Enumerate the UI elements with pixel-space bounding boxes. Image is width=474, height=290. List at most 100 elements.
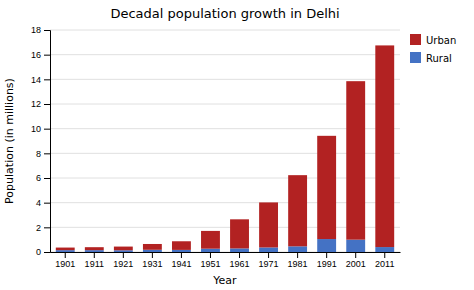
x-tick-mark: [384, 252, 385, 258]
x-tick: 2001: [346, 252, 366, 269]
x-tick: 1981: [288, 252, 308, 269]
y-tick-mark: [44, 252, 50, 253]
y-tick-label: 2: [36, 223, 41, 233]
x-tick-mark: [326, 252, 327, 258]
x-tick-mark: [268, 252, 269, 258]
bar: [346, 81, 365, 239]
legend-item: Rural: [410, 52, 452, 64]
legend-swatch: [410, 52, 421, 63]
x-tick-mark: [239, 252, 240, 258]
bar: [56, 248, 75, 251]
y-tick-mark: [44, 227, 50, 228]
y-tick-mark: [44, 153, 50, 154]
legend-swatch: [410, 34, 421, 45]
bar: [85, 247, 104, 250]
bar: [143, 244, 162, 250]
x-tick-label: 1941: [171, 259, 191, 269]
x-tick-label: 1901: [55, 259, 75, 269]
grid-line: [50, 79, 400, 80]
x-tick-label: 2011: [375, 259, 394, 269]
y-axis-title: Population (in millions): [3, 78, 16, 204]
bar: [375, 45, 394, 247]
bar: [375, 247, 394, 252]
y-tick-mark: [44, 178, 50, 179]
legend-label: Urban: [426, 35, 456, 46]
bar: [172, 241, 191, 250]
y-tick-mark: [44, 30, 50, 31]
y-tick-mark: [44, 104, 50, 105]
y-tick-label: 12: [31, 99, 41, 109]
bar: [230, 248, 249, 252]
x-tick-label: 1991: [317, 259, 337, 269]
series: [56, 45, 394, 250]
x-tick-label: 1971: [259, 259, 279, 269]
title: Decadal population growth in Delhi: [110, 6, 339, 21]
y-tick-label: 0: [36, 247, 41, 257]
bar: [259, 247, 278, 252]
x-tick: 1961: [230, 252, 250, 269]
grid-line: [50, 30, 400, 31]
grid-line: [50, 54, 400, 55]
x-tick-mark: [123, 252, 124, 258]
y-tick-label: 16: [31, 50, 41, 60]
x-tick: 1901: [55, 252, 75, 269]
y-tick: 12: [31, 99, 50, 109]
x-tick: 1931: [142, 252, 162, 269]
y-tick: 0: [36, 247, 50, 257]
x-tick-mark: [181, 252, 182, 258]
x-tick-label: 1911: [85, 259, 104, 269]
y-tick: 14: [31, 75, 50, 85]
y-tick: 2: [36, 223, 50, 233]
x-tick: 1921: [113, 252, 133, 269]
y-tick: 8: [36, 149, 50, 159]
y-tick-mark: [44, 129, 50, 130]
y-tick-label: 6: [36, 173, 41, 183]
x-tick: 1941: [171, 252, 191, 269]
y-tick-label: 10: [31, 124, 41, 134]
x-tick: 1991: [317, 252, 337, 269]
bar: [288, 175, 307, 246]
bar: [201, 249, 220, 252]
bar: [114, 247, 133, 251]
bar: [114, 250, 133, 252]
y-tick-label: 8: [36, 149, 41, 159]
plot: 1901 1911 1921 1931 1941 1951 1961 1971 1981 1991…: [31, 25, 401, 269]
bar: [143, 250, 162, 252]
y-tick: 10: [31, 124, 50, 134]
x-tick-label: 1921: [113, 259, 133, 269]
y-tick-mark: [44, 79, 50, 80]
x-tick-mark: [297, 252, 298, 258]
x-tick-label: 1961: [230, 259, 250, 269]
bar: [317, 239, 336, 252]
y-tick-mark: [44, 203, 50, 204]
x-axis: 1901 1911 1921 1931 1941 1951 1961 1971 1981 1991…: [51, 252, 401, 269]
bar: [230, 219, 249, 248]
x-tick-label: 1951: [200, 259, 220, 269]
bar: [288, 246, 307, 252]
bar: [346, 240, 365, 252]
y-tick: 6: [36, 173, 50, 183]
bar: [317, 136, 336, 239]
y-axis-line: [44, 31, 51, 253]
bar: [172, 250, 191, 252]
x-tick: 1951: [200, 252, 220, 269]
y-tick-mark: [44, 55, 50, 56]
x-tick-mark: [152, 252, 153, 258]
grid: [50, 30, 400, 252]
x-tick-label: 1981: [288, 259, 308, 269]
x-tick-mark: [355, 252, 356, 258]
x-tick: 2011: [375, 252, 394, 269]
legend-item: Urban: [410, 34, 456, 46]
y-tick-label: 14: [31, 75, 41, 85]
bar: [201, 231, 220, 249]
legend: Urban Rural: [410, 34, 456, 64]
x-axis-title: Year: [212, 274, 237, 287]
x-tick-mark: [94, 252, 95, 258]
series: [56, 239, 394, 252]
legend-label: Rural: [426, 53, 452, 64]
y-tick-label: 4: [36, 198, 41, 208]
y-tick: 4: [36, 198, 50, 208]
x-tick-mark: [65, 252, 66, 258]
bar: [56, 250, 75, 252]
y-axis: 024681012141618: [31, 25, 51, 257]
